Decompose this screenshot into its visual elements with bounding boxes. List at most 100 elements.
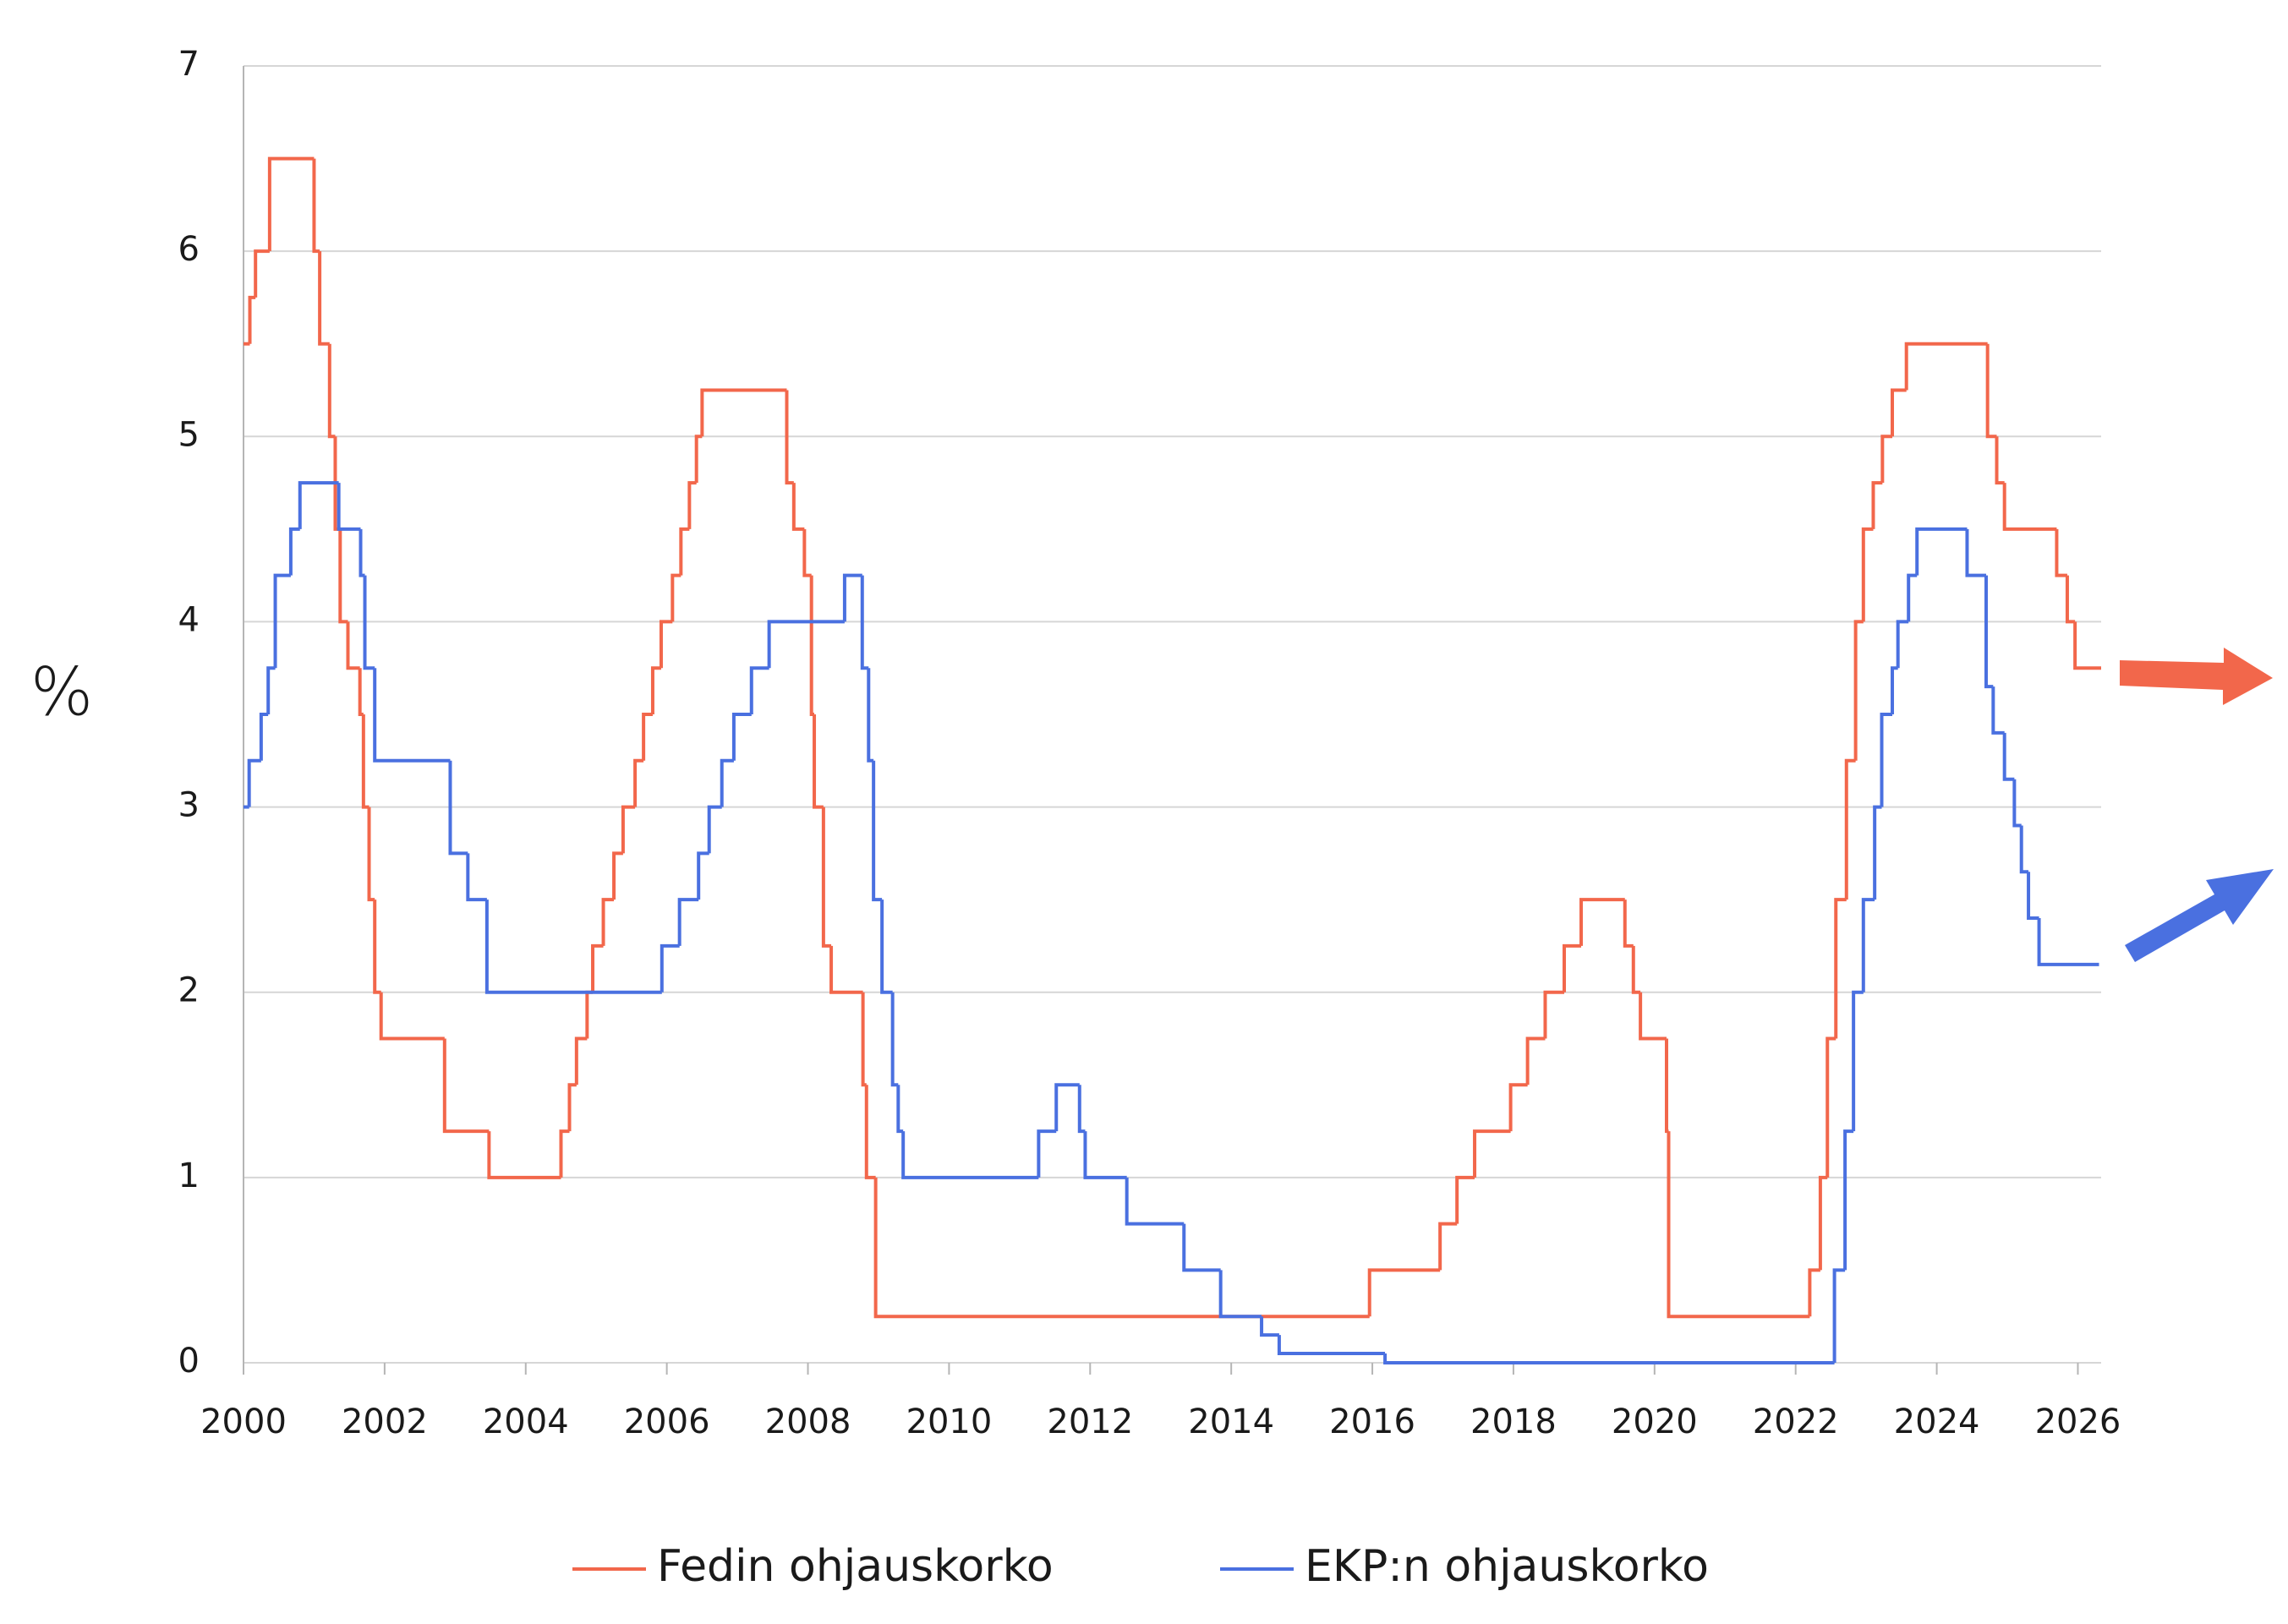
line-step bbox=[298, 481, 339, 529]
axes: 0 1 2 3 4 5 6 7 2000 2002 2004 2006 2008 2010 2012 2014… bbox=[178, 45, 2121, 1441]
line-step bbox=[1915, 527, 1968, 576]
line-step bbox=[338, 528, 348, 624]
line-step bbox=[1260, 1316, 1279, 1337]
line-step bbox=[1182, 1223, 1221, 1272]
line-step bbox=[1077, 1085, 1086, 1134]
arrow-up bbox=[2125, 869, 2274, 962]
line-step bbox=[1873, 805, 1882, 900]
line-step bbox=[559, 1129, 570, 1178]
x-tick-label: 2002 bbox=[342, 1403, 428, 1441]
line-step bbox=[697, 851, 709, 900]
x-tick-label: 2020 bbox=[1612, 1403, 1698, 1441]
line-step bbox=[585, 990, 594, 1039]
line-step bbox=[574, 1036, 588, 1085]
line-step bbox=[288, 527, 300, 576]
line-step bbox=[1543, 990, 1565, 1039]
line-step bbox=[1965, 528, 1986, 577]
line-step bbox=[1891, 388, 1907, 437]
line-step bbox=[2002, 483, 2057, 531]
line-step bbox=[660, 943, 680, 992]
line-step bbox=[1880, 435, 1893, 484]
line-step bbox=[901, 1131, 1039, 1179]
line-step bbox=[373, 668, 451, 763]
y-tick-label: 6 bbox=[178, 230, 200, 269]
line-step bbox=[1834, 898, 1847, 1039]
line-step bbox=[2055, 528, 2067, 577]
line-step bbox=[1995, 436, 2005, 485]
line-step bbox=[821, 807, 832, 948]
x-tick-label: 2022 bbox=[1753, 1403, 1839, 1441]
line-step bbox=[1880, 713, 1893, 807]
line-step bbox=[873, 1177, 1370, 1319]
line-step bbox=[2027, 872, 2039, 921]
line-step bbox=[1083, 1131, 1127, 1179]
line-step bbox=[248, 295, 256, 344]
legend-label: Fedin ohjauskorko bbox=[657, 1541, 1054, 1592]
line-step bbox=[677, 898, 699, 946]
line-step bbox=[842, 573, 862, 622]
line-step bbox=[671, 573, 681, 622]
line-step bbox=[767, 620, 845, 669]
line-step bbox=[1904, 342, 1988, 391]
line-step bbox=[484, 899, 662, 994]
line-step bbox=[1861, 898, 1875, 992]
line-step bbox=[266, 666, 276, 714]
line-step bbox=[1473, 1129, 1511, 1178]
line-step bbox=[1991, 686, 2005, 735]
line-step bbox=[567, 1083, 577, 1132]
x-tick-label: 2024 bbox=[1894, 1403, 1980, 1441]
line-step bbox=[1825, 1036, 1836, 1178]
line-step bbox=[358, 668, 364, 716]
line-step bbox=[367, 807, 375, 902]
line-step bbox=[327, 343, 336, 439]
line-step bbox=[1896, 620, 1909, 669]
line-step bbox=[749, 666, 769, 714]
line-step bbox=[1861, 527, 1874, 622]
line-step bbox=[1623, 899, 1634, 948]
line-step bbox=[829, 945, 863, 994]
line-step bbox=[247, 758, 261, 807]
line-step bbox=[860, 575, 869, 670]
line-step bbox=[687, 481, 697, 529]
line-step bbox=[442, 1038, 490, 1134]
line-step bbox=[2065, 575, 2076, 624]
line-step bbox=[1891, 666, 1898, 714]
line-step bbox=[1218, 1270, 1262, 1319]
line-step bbox=[1852, 990, 1864, 1132]
y-tick-label: 3 bbox=[178, 786, 200, 825]
line-step bbox=[700, 388, 787, 437]
line-step bbox=[337, 483, 361, 531]
line-step bbox=[1125, 1177, 1185, 1226]
x-tick-label: 2006 bbox=[624, 1403, 710, 1441]
line-step bbox=[679, 527, 690, 576]
line-step bbox=[1907, 573, 1918, 622]
line-step bbox=[1808, 1268, 1820, 1317]
line-step bbox=[1985, 343, 1997, 439]
x-tick-label: 2008 bbox=[765, 1403, 851, 1441]
line-step bbox=[1844, 758, 1856, 900]
line-step bbox=[312, 158, 320, 254]
line-step bbox=[448, 760, 468, 856]
y-tick-label: 7 bbox=[178, 45, 200, 84]
line-step bbox=[802, 528, 812, 577]
line-step bbox=[872, 760, 883, 902]
line-step bbox=[359, 528, 365, 577]
line-step bbox=[1853, 620, 1864, 761]
x-tick-label: 2004 bbox=[483, 1403, 569, 1441]
line-step bbox=[633, 758, 644, 807]
x-tick-label: 2018 bbox=[1470, 1403, 1557, 1441]
line-step bbox=[1832, 1268, 1846, 1363]
line-step bbox=[809, 575, 815, 716]
y-tick-label: 1 bbox=[178, 1156, 200, 1195]
x-tick-label: 2012 bbox=[1047, 1403, 1133, 1441]
line-step bbox=[731, 713, 752, 761]
line-step bbox=[1639, 992, 1667, 1041]
line-step bbox=[1438, 1222, 1458, 1271]
line-step bbox=[1818, 1175, 1828, 1271]
line-step bbox=[361, 714, 369, 809]
x-tick-label: 2016 bbox=[1329, 1403, 1415, 1441]
line-step bbox=[650, 666, 661, 714]
line-step bbox=[659, 620, 673, 669]
